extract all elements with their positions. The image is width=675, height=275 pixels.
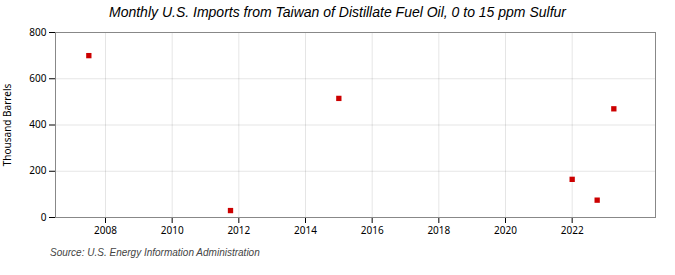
- svg-text:200: 200: [29, 163, 46, 177]
- svg-text:2018: 2018: [427, 223, 450, 237]
- svg-text:2010: 2010: [161, 223, 184, 237]
- svg-text:2014: 2014: [294, 223, 317, 237]
- html-text:Source: U.S. Energy Informatio: Source: U.S. Energy Information Administ…: [50, 247, 260, 258]
- svg-text:2020: 2020: [494, 223, 517, 237]
- svg-text:2022: 2022: [561, 223, 584, 237]
- svg-text:2016: 2016: [361, 223, 384, 237]
- svg-text:Thousand Barrels: Thousand Barrels: [0, 84, 14, 167]
- svg-text:400: 400: [29, 117, 46, 131]
- svg-text:0: 0: [41, 210, 47, 224]
- svg-text:800: 800: [29, 25, 46, 39]
- svg-text:2008: 2008: [94, 223, 117, 237]
- svg-text:2012: 2012: [227, 223, 250, 237]
- svg-text:600: 600: [29, 71, 46, 85]
- html-text:Monthly U.S. Imports from Taiw: Monthly U.S. Imports from Taiwan of Dist…: [109, 4, 566, 20]
